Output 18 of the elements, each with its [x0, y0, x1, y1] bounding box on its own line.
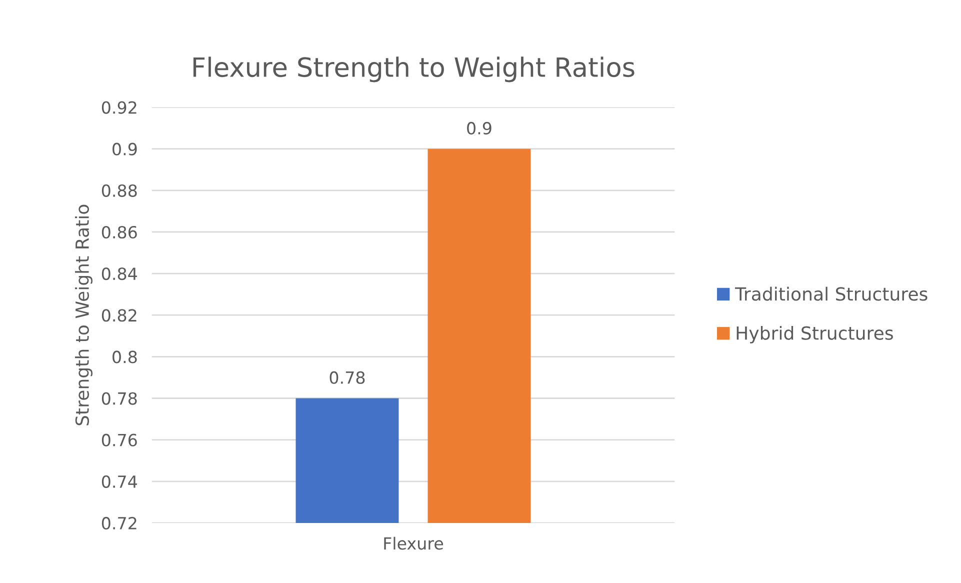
- y-tick-label: 0.74: [102, 475, 138, 488]
- x-tick-label: Flexure: [384, 536, 444, 550]
- y-tick-label: 0.88: [102, 184, 137, 197]
- y-tick-label: 0.72: [102, 516, 136, 530]
- y-tick-label: 0.92: [102, 101, 136, 114]
- data-label: 0.9: [467, 122, 492, 134]
- legend-label: Hybrid Structures: [736, 326, 893, 344]
- y-tick-label: 0.78: [102, 392, 137, 405]
- chart-title: Flexure Strength to Weight Ratios: [193, 56, 634, 82]
- data-label: 0.78: [330, 371, 365, 384]
- y-axis-title: Strength to Weight Ratio: [75, 204, 93, 426]
- legend-label: Traditional Structures: [735, 286, 928, 301]
- y-tick-label: 0.86: [102, 226, 137, 239]
- y-tick-label: 0.9: [112, 142, 137, 156]
- y-tick-label: 0.82: [102, 309, 136, 322]
- y-tick-label: 0.84: [102, 268, 138, 280]
- y-tick-label: 0.76: [102, 434, 137, 446]
- y-tick-label: 0.8: [112, 350, 137, 364]
